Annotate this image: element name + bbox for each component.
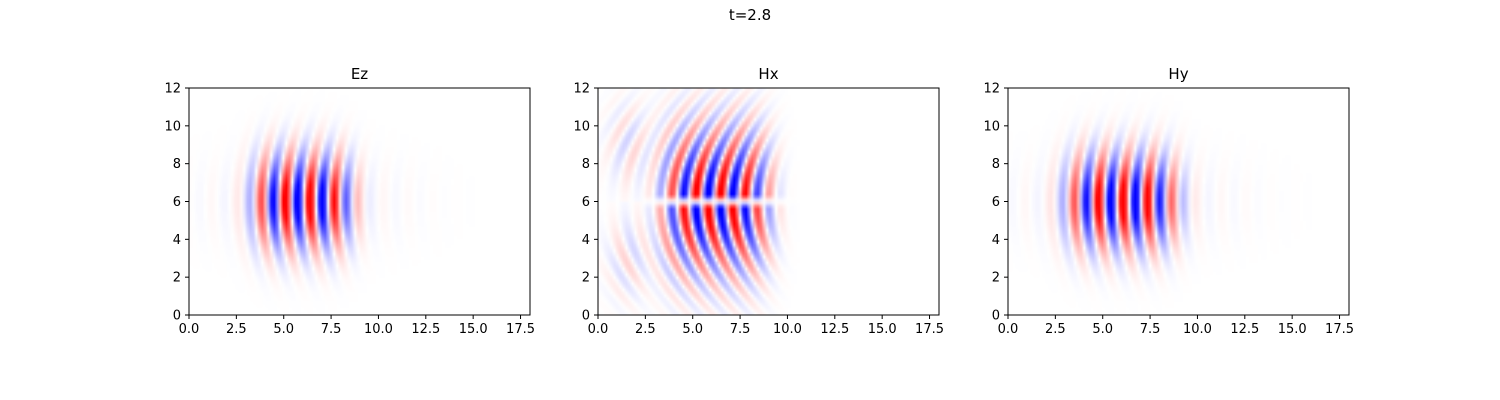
x-tick-label: 5.0 [682, 322, 703, 337]
x-tick-label: 17.5 [915, 322, 944, 337]
x-tick-label: 0.0 [179, 322, 200, 337]
panel-title: Ez [351, 65, 368, 83]
y-tick-label: 8 [992, 157, 1000, 172]
panel-title: Hx [758, 65, 778, 83]
y-tick-label: 4 [582, 233, 590, 248]
y-tick-label: 2 [173, 271, 181, 286]
x-tick-label: 12.5 [820, 322, 849, 337]
y-tick-label: 10 [164, 119, 181, 134]
y-tick-label: 8 [582, 157, 590, 172]
x-tick-label: 7.5 [321, 322, 342, 337]
x-tick-label: 7.5 [1140, 322, 1161, 337]
x-tick-label: 12.5 [411, 322, 440, 337]
x-tick-label: 10.0 [1183, 322, 1212, 337]
x-tick-label: 7.5 [730, 322, 751, 337]
heatmap-image [598, 88, 939, 315]
panel-hy: Hy 0.0 2.5 5.0 7.5 10.0 12.5 15.0 17.5 0 2 4 6 8 10 12 [983, 65, 1354, 337]
heatmap-image [1008, 88, 1349, 315]
y-tick-label: 10 [573, 119, 590, 134]
x-tick-label: 15.0 [868, 322, 897, 337]
x-tick-label: 2.5 [1045, 322, 1066, 337]
y-tick-label: 12 [983, 82, 1000, 97]
x-tick-label: 2.5 [226, 322, 247, 337]
y-tick-label: 0 [173, 309, 181, 324]
y-tick-label: 8 [173, 157, 181, 172]
x-tick-label: 0.0 [998, 322, 1019, 337]
heatmap-image [189, 88, 530, 315]
x-tick-label: 0.0 [588, 322, 609, 337]
x-tick-label: 15.0 [1278, 322, 1307, 337]
x-tick-label: 17.5 [1325, 322, 1354, 337]
y-tick-label: 6 [582, 195, 590, 210]
y-tick-label: 12 [573, 82, 590, 97]
x-tick-label: 15.0 [459, 322, 488, 337]
x-tick-label: 5.0 [1092, 322, 1113, 337]
y-tick-label: 0 [582, 309, 590, 324]
panel-ez: Ez 0.0 2.5 5.0 7.5 10.0 12.5 15.0 17.5 0 2 4 6 8 10 12 [164, 65, 535, 337]
figure-suptitle: t=2.8 [728, 6, 772, 24]
panel-hx: Hx 0.0 2.5 5.0 7.5 10.0 12.5 15.0 17.5 0 2 4 6 8 10 12 [573, 65, 944, 337]
x-tick-label: 5.0 [273, 322, 294, 337]
y-tick-label: 12 [164, 82, 181, 97]
x-tick-label: 10.0 [773, 322, 802, 337]
y-tick-label: 6 [173, 195, 181, 210]
x-tick-label: 2.5 [635, 322, 656, 337]
x-tick-label: 10.0 [364, 322, 393, 337]
y-tick-label: 2 [582, 271, 590, 286]
y-tick-label: 6 [992, 195, 1000, 210]
y-tick-label: 2 [992, 271, 1000, 286]
panel-title: Hy [1168, 65, 1188, 83]
y-tick-label: 4 [173, 233, 181, 248]
y-tick-label: 10 [983, 119, 1000, 134]
y-tick-label: 0 [992, 309, 1000, 324]
y-tick-label: 4 [992, 233, 1000, 248]
x-tick-label: 17.5 [506, 322, 535, 337]
x-tick-label: 12.5 [1230, 322, 1259, 337]
